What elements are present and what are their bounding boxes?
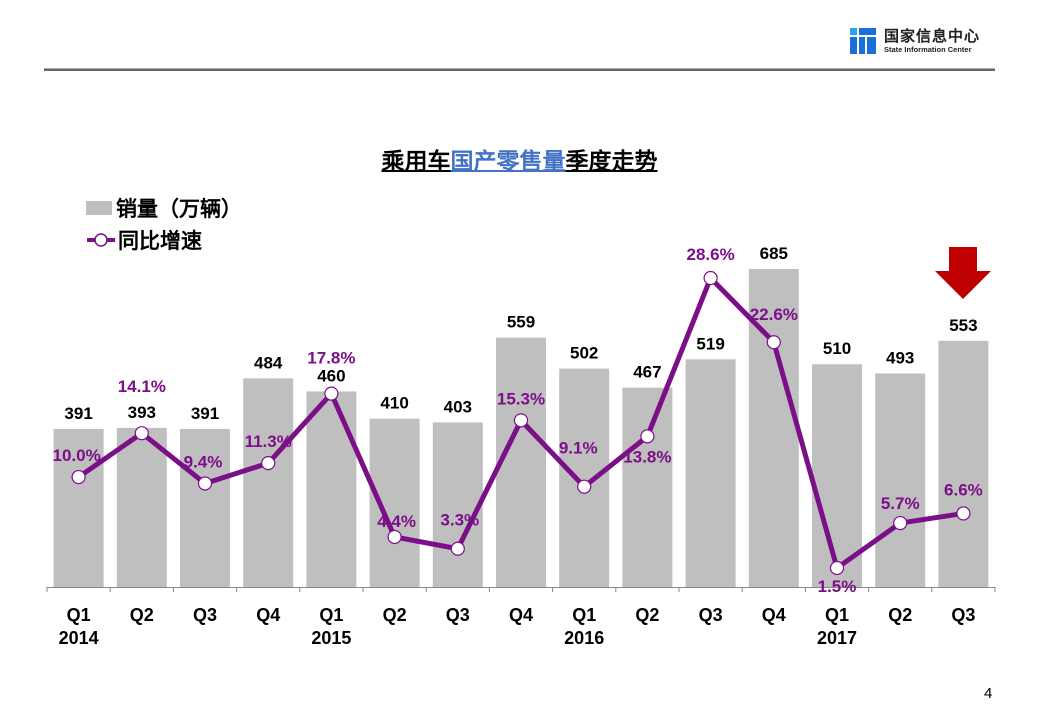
growth-marker <box>134 426 149 441</box>
bar-value-label: 484 <box>254 353 283 372</box>
title-part-1: 乘用车 <box>381 148 451 174</box>
growth-marker <box>577 479 592 494</box>
page-number: 4 <box>984 685 993 702</box>
growth-marker <box>324 386 339 401</box>
x-tick-quarter: Q3 <box>951 605 975 625</box>
x-tick-quarter: Q4 <box>509 605 533 625</box>
bar-value-label: 403 <box>444 397 472 416</box>
growth-marker <box>513 413 529 428</box>
legend-item-bar: 销量（万辆） <box>86 192 242 224</box>
x-tick-quarter: Q1 <box>572 605 596 625</box>
chart-title: 乘用车国产零售量季度走势 <box>0 142 1039 176</box>
line-marker-swatch-icon <box>87 233 115 247</box>
bar-value-label: 393 <box>128 403 156 422</box>
growth-marker <box>261 456 276 471</box>
bar <box>180 428 230 587</box>
bar-value-label: 510 <box>823 339 851 358</box>
bar-value-label: 460 <box>317 366 345 385</box>
growth-marker <box>893 515 908 531</box>
growth-value-label: 11.3% <box>245 432 292 451</box>
growth-value-label: 1.5% <box>818 577 857 596</box>
legend-line-label: 同比增速 <box>118 230 202 253</box>
growth-value-label: 6.6% <box>944 480 983 499</box>
bar <box>243 378 294 587</box>
x-tick-year: 2014 <box>59 628 99 648</box>
state-information-center-logo-icon <box>850 28 876 54</box>
x-tick-quarter: Q3 <box>699 605 723 625</box>
bar <box>812 364 862 587</box>
growth-value-label: 13.8% <box>623 447 671 466</box>
growth-value-label: 9.4% <box>184 452 223 471</box>
growth-value-label: 22.6% <box>750 305 798 324</box>
growth-marker <box>71 469 86 485</box>
x-tick-quarter: Q1 <box>319 605 343 625</box>
bar-value-label: 391 <box>64 404 92 423</box>
title-part-2-highlight: 国产零售量 <box>450 148 566 174</box>
x-tick-quarter: Q2 <box>383 605 407 625</box>
x-tick-year: 2017 <box>817 628 857 648</box>
x-tick-quarter: Q3 <box>193 605 217 625</box>
bar <box>496 337 546 587</box>
chart-legend: 销量（万辆） 同比增速 <box>86 192 242 256</box>
growth-value-label: 17.8% <box>307 349 355 368</box>
bar <box>685 359 736 587</box>
x-tick-quarter: Q2 <box>888 605 912 625</box>
bar-value-label: 493 <box>886 348 914 367</box>
growth-marker <box>387 529 402 545</box>
bar <box>53 428 104 587</box>
x-tick-year: 2015 <box>311 628 351 648</box>
title-part-3: 季度走势 <box>565 148 658 174</box>
growth-marker <box>829 560 845 576</box>
bar-value-label: 467 <box>633 363 661 382</box>
growth-marker <box>766 335 781 350</box>
x-tick-quarter: Q4 <box>256 605 280 625</box>
x-tick-quarter: Q1 <box>67 605 91 625</box>
header-divider <box>44 68 995 71</box>
growth-marker <box>640 429 655 444</box>
org-name-cn: 国家信息中心 <box>884 28 981 45</box>
down-arrow-icon <box>935 247 991 299</box>
growth-value-label: 28.6% <box>686 245 734 264</box>
x-tick-year: 2016 <box>564 628 604 648</box>
growth-value-label: 14.1% <box>118 377 166 396</box>
org-name-en: State Information Center <box>884 45 972 54</box>
bar <box>559 368 610 587</box>
bar-value-label: 410 <box>380 394 408 413</box>
x-tick-quarter: Q3 <box>446 605 470 625</box>
bar-value-label: 519 <box>696 334 724 353</box>
growth-marker <box>197 476 213 491</box>
bar <box>432 422 483 587</box>
x-tick-quarter: Q2 <box>635 605 659 625</box>
bar <box>306 391 357 587</box>
bar <box>622 387 673 587</box>
bar <box>116 427 167 587</box>
x-tick-quarter: Q2 <box>130 605 154 625</box>
x-tick-quarter: Q1 <box>825 605 849 625</box>
growth-value-label: 9.1% <box>559 439 598 458</box>
growth-marker <box>450 541 465 556</box>
bar-swatch-icon <box>86 201 112 215</box>
growth-marker <box>703 270 718 286</box>
growth-value-label: 5.7% <box>881 494 920 513</box>
growth-value-label: 4.4% <box>377 512 416 531</box>
bar-value-label: 391 <box>191 404 219 423</box>
legend-bar-label: 销量（万辆） <box>116 198 242 221</box>
growth-marker <box>956 506 971 521</box>
growth-value-label: 15.3% <box>497 389 545 408</box>
bar <box>938 340 989 587</box>
x-tick-quarter: Q4 <box>762 605 786 625</box>
growth-value-label: 10.0% <box>52 446 100 465</box>
bar-value-label: 559 <box>507 313 535 332</box>
logo: 国家信息中心 State Information Center <box>850 28 980 54</box>
bar <box>875 373 926 587</box>
bar-value-label: 685 <box>760 244 788 263</box>
legend-item-line: 同比增速 <box>86 224 242 256</box>
growth-value-label: 3.3% <box>440 511 479 530</box>
bar-value-label: 553 <box>949 316 977 335</box>
bar-value-label: 502 <box>570 344 598 363</box>
